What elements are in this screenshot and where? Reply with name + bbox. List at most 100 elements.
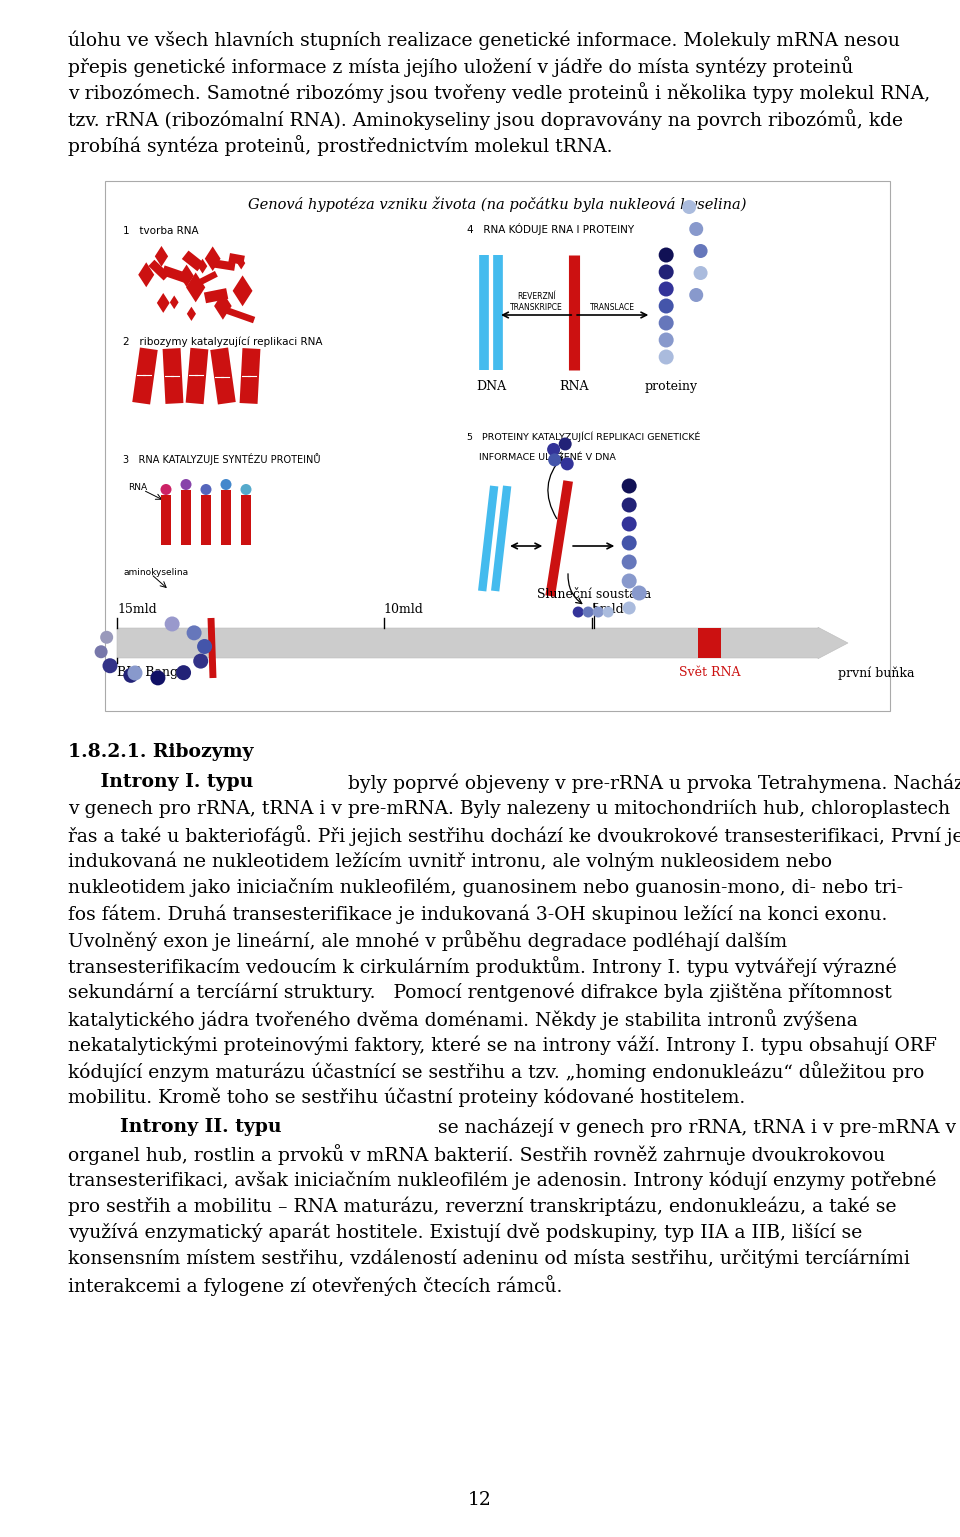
Circle shape xyxy=(128,666,142,681)
Text: v genech pro rRNA, tRNA i v pre-mRNA. Byly nalezeny u mitochondriích hub, chloro: v genech pro rRNA, tRNA i v pre-mRNA. By… xyxy=(68,799,950,818)
Polygon shape xyxy=(149,260,170,281)
Text: REVERZNÍ
TRANSKRIPCE: REVERZNÍ TRANSKRIPCE xyxy=(510,292,563,312)
FancyBboxPatch shape xyxy=(221,490,231,546)
Circle shape xyxy=(186,626,202,641)
Circle shape xyxy=(693,266,708,280)
Circle shape xyxy=(123,669,138,682)
Circle shape xyxy=(659,315,674,330)
Text: 5   PROTEINY KATALYZUJÍCÍ REPLIKACI GENETICKÉ: 5 PROTEINY KATALYZUJÍCÍ REPLIKACI GENETI… xyxy=(468,430,701,441)
Circle shape xyxy=(573,607,584,618)
Text: první buňka: první buňka xyxy=(838,666,914,679)
Circle shape xyxy=(659,349,674,364)
Circle shape xyxy=(622,555,636,570)
Polygon shape xyxy=(232,275,252,306)
Polygon shape xyxy=(186,272,205,303)
Circle shape xyxy=(622,478,636,493)
Polygon shape xyxy=(195,271,218,287)
Text: 2   ribozymy katalyzující replikaci RNA: 2 ribozymy katalyzující replikaci RNA xyxy=(123,337,323,346)
Circle shape xyxy=(603,607,613,618)
Text: 1   tvorba RNA: 1 tvorba RNA xyxy=(123,226,199,237)
Polygon shape xyxy=(240,347,260,404)
Text: pro sestřih a mobilitu – RNA maturázu, reverzní transkriptázu, endonukleázu, a t: pro sestřih a mobilitu – RNA maturázu, r… xyxy=(68,1196,897,1216)
Circle shape xyxy=(201,484,211,495)
Circle shape xyxy=(683,200,696,214)
Text: nekatalytickými proteinovými faktory, které se na introny váží. Introny I. typu : nekatalytickými proteinovými faktory, kt… xyxy=(68,1034,937,1054)
Circle shape xyxy=(622,573,636,589)
Text: RNA: RNA xyxy=(128,483,147,492)
Text: 5mld: 5mld xyxy=(592,603,624,616)
Circle shape xyxy=(151,670,165,686)
Circle shape xyxy=(659,332,674,347)
Text: 3   RNA KATALYZUJE SYNTÉZU PROTEINŮ: 3 RNA KATALYZUJE SYNTÉZU PROTEINŮ xyxy=(123,453,321,466)
Text: Introny I. typu: Introny I. typu xyxy=(68,773,253,792)
Circle shape xyxy=(561,458,574,470)
FancyBboxPatch shape xyxy=(105,181,890,712)
Text: interakcemi a fylogene zí otevřených čtecích rámců.: interakcemi a fylogene zí otevřených čte… xyxy=(68,1274,563,1296)
Circle shape xyxy=(221,480,231,490)
FancyArrow shape xyxy=(117,627,848,659)
Text: BIG Bang: BIG Bang xyxy=(117,666,179,679)
Text: INFORMACE ULOŽENÉ V DNA: INFORMACE ULOŽENÉ V DNA xyxy=(479,453,616,463)
Text: úlohu ve všech hlavních stupních realizace genetické informace. Molekuly mRNA ne: úlohu ve všech hlavních stupních realiza… xyxy=(68,31,900,49)
Circle shape xyxy=(160,484,172,495)
Polygon shape xyxy=(218,304,255,323)
Circle shape xyxy=(583,607,593,618)
Circle shape xyxy=(180,480,191,490)
Text: 4   RNA KÓDUJE RNA I PROTEINY: 4 RNA KÓDUJE RNA I PROTEINY xyxy=(468,223,635,235)
Polygon shape xyxy=(204,287,228,303)
Circle shape xyxy=(623,601,636,615)
Text: indukovaná ne nukleotidem ležícím uvnitř intronu, ale volným nukleosidem nebo: indukovaná ne nukleotidem ležícím uvnitř… xyxy=(68,851,832,871)
Text: Introny II. typu: Introny II. typu xyxy=(68,1117,281,1136)
Text: fos fátem. Druhá transesterifikace je indukovaná 3-OH skupinou ležící na konci e: fos fátem. Druhá transesterifikace je in… xyxy=(68,904,887,924)
Polygon shape xyxy=(132,347,157,404)
Polygon shape xyxy=(156,294,170,314)
Text: 10mld: 10mld xyxy=(384,603,423,616)
Circle shape xyxy=(193,653,208,669)
Text: se nacházejí v genech pro rRNA, tRNA i v pre-mRNA v genomech: se nacházejí v genech pro rRNA, tRNA i v… xyxy=(288,1117,960,1137)
Text: tzv. rRNA (ribozómalní RNA). Aminokyseliny jsou dopravovány na povrch ribozómů, : tzv. rRNA (ribozómalní RNA). Aminokyseli… xyxy=(68,109,903,129)
FancyBboxPatch shape xyxy=(181,490,191,546)
Text: využívá enzymatický aparát hostitele. Existují dvě podskupiny, typ IIA a IIB, li: využívá enzymatický aparát hostitele. Ex… xyxy=(68,1222,862,1242)
Text: DNA: DNA xyxy=(476,380,506,393)
Polygon shape xyxy=(210,347,236,404)
Text: 1.8.2.1. Ribozymy: 1.8.2.1. Ribozymy xyxy=(68,742,253,761)
Polygon shape xyxy=(210,258,235,271)
Text: byly poprvé objeveny v pre-rRNA u prvoka Tetrahymena. Nacházejí se: byly poprvé objeveny v pre-rRNA u prvoka… xyxy=(252,773,960,793)
Circle shape xyxy=(103,658,117,673)
Text: v ribozómech. Samotné ribozómy jsou tvořeny vedle proteinů i několika typy molek: v ribozómech. Samotné ribozómy jsou tvoř… xyxy=(68,83,930,103)
Text: 12: 12 xyxy=(468,1491,492,1509)
Text: RNA: RNA xyxy=(560,380,588,393)
Text: kódující enzym maturázu účastnící se sestřihu a tzv. „homing endonukleázu“ důlež: kódující enzym maturázu účastnící se ses… xyxy=(68,1062,924,1082)
Circle shape xyxy=(659,298,674,314)
Circle shape xyxy=(176,666,191,681)
FancyBboxPatch shape xyxy=(161,495,171,546)
Circle shape xyxy=(241,484,252,495)
Polygon shape xyxy=(161,266,189,283)
Circle shape xyxy=(659,264,674,280)
Text: nukleotidem jako iniciačním nukleofilém, guanosinem nebo guanosin-mono, di- nebo: nukleotidem jako iniciačním nukleofilém,… xyxy=(68,878,903,898)
Text: konsensním místem sestřihu, vzdáleností adeninu od místa sestřihu, určitými terc: konsensním místem sestřihu, vzdáleností … xyxy=(68,1248,910,1268)
Polygon shape xyxy=(185,347,208,404)
Polygon shape xyxy=(214,292,231,320)
Polygon shape xyxy=(228,254,245,264)
Circle shape xyxy=(548,453,562,466)
Circle shape xyxy=(622,516,636,532)
Circle shape xyxy=(689,287,704,301)
Text: aminokyselina: aminokyselina xyxy=(123,569,188,576)
Text: přepis genetické informace z místa jejího uložení v jádře do místa syntézy prote: přepis genetické informace z místa jejíh… xyxy=(68,57,853,77)
Text: organel hub, rostlin a prvoků v mRNA bakterií. Sestřih rovněž zahrnuje dvoukroko: organel hub, rostlin a prvoků v mRNA bak… xyxy=(68,1144,885,1165)
Circle shape xyxy=(95,646,108,658)
FancyBboxPatch shape xyxy=(241,495,251,546)
Polygon shape xyxy=(138,263,155,287)
Polygon shape xyxy=(187,307,196,321)
Circle shape xyxy=(592,607,604,618)
Circle shape xyxy=(689,221,704,237)
Circle shape xyxy=(165,616,180,632)
Text: katalytického jádra tvořeného dvěma doménami. Někdy je stabilita intronů zvýšena: katalytického jádra tvořeného dvěma domé… xyxy=(68,1008,857,1030)
Circle shape xyxy=(622,498,636,512)
Text: proteiny: proteiny xyxy=(644,380,698,393)
Text: Svět RNA: Svět RNA xyxy=(679,666,740,679)
Text: mobilitu. Kromě toho se sestřihu účastní proteiny kódované hostitelem.: mobilitu. Kromě toho se sestřihu účastní… xyxy=(68,1088,745,1107)
Text: Sluneční soustava: Sluneční soustava xyxy=(537,589,651,601)
Polygon shape xyxy=(170,295,179,309)
